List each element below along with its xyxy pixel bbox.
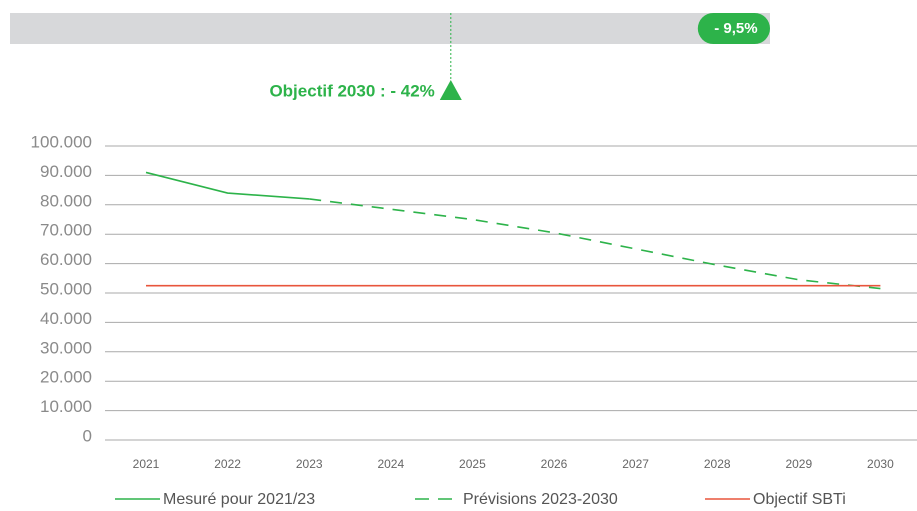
y-tick-label: 100.000 bbox=[31, 132, 92, 151]
y-tick-label: 10.000 bbox=[40, 397, 92, 416]
y-tick-label: 80.000 bbox=[40, 191, 92, 210]
x-tick-label: 2026 bbox=[541, 457, 568, 471]
x-tick-label: 2030 bbox=[867, 457, 894, 471]
legend-label: Mesuré pour 2021/23 bbox=[163, 491, 315, 508]
legend-label: Objectif SBTi bbox=[753, 491, 846, 508]
x-tick-label: 2025 bbox=[459, 457, 486, 471]
x-tick-label: 2029 bbox=[785, 457, 812, 471]
y-tick-label: 60.000 bbox=[40, 250, 92, 269]
progress-pill bbox=[697, 13, 770, 44]
y-tick-label: 50.000 bbox=[40, 279, 92, 298]
target-triangle bbox=[439, 80, 462, 100]
x-tick-label: 2022 bbox=[214, 457, 241, 471]
y-tick-label: 90.000 bbox=[40, 162, 92, 181]
y-tick-label: 0 bbox=[83, 426, 92, 445]
x-tick-label: 2027 bbox=[622, 457, 649, 471]
y-tick-label: 30.000 bbox=[40, 338, 92, 357]
y-tick-label: 70.000 bbox=[40, 221, 92, 240]
y-tick-label: 40.000 bbox=[40, 309, 92, 328]
progress-track bbox=[10, 13, 770, 44]
line-series bbox=[309, 198, 881, 290]
target-label: Objectif 2030 : - 42% bbox=[269, 81, 434, 100]
progress-label: - 9,5% bbox=[714, 20, 757, 37]
y-tick-label: 20.000 bbox=[40, 368, 92, 387]
x-tick-label: 2021 bbox=[133, 457, 160, 471]
x-tick-label: 2028 bbox=[704, 457, 731, 471]
x-tick-label: 2023 bbox=[296, 457, 323, 471]
legend-label: Prévisions 2023-2030 bbox=[463, 491, 618, 508]
line-series bbox=[145, 171, 310, 200]
x-tick-label: 2024 bbox=[377, 457, 404, 471]
